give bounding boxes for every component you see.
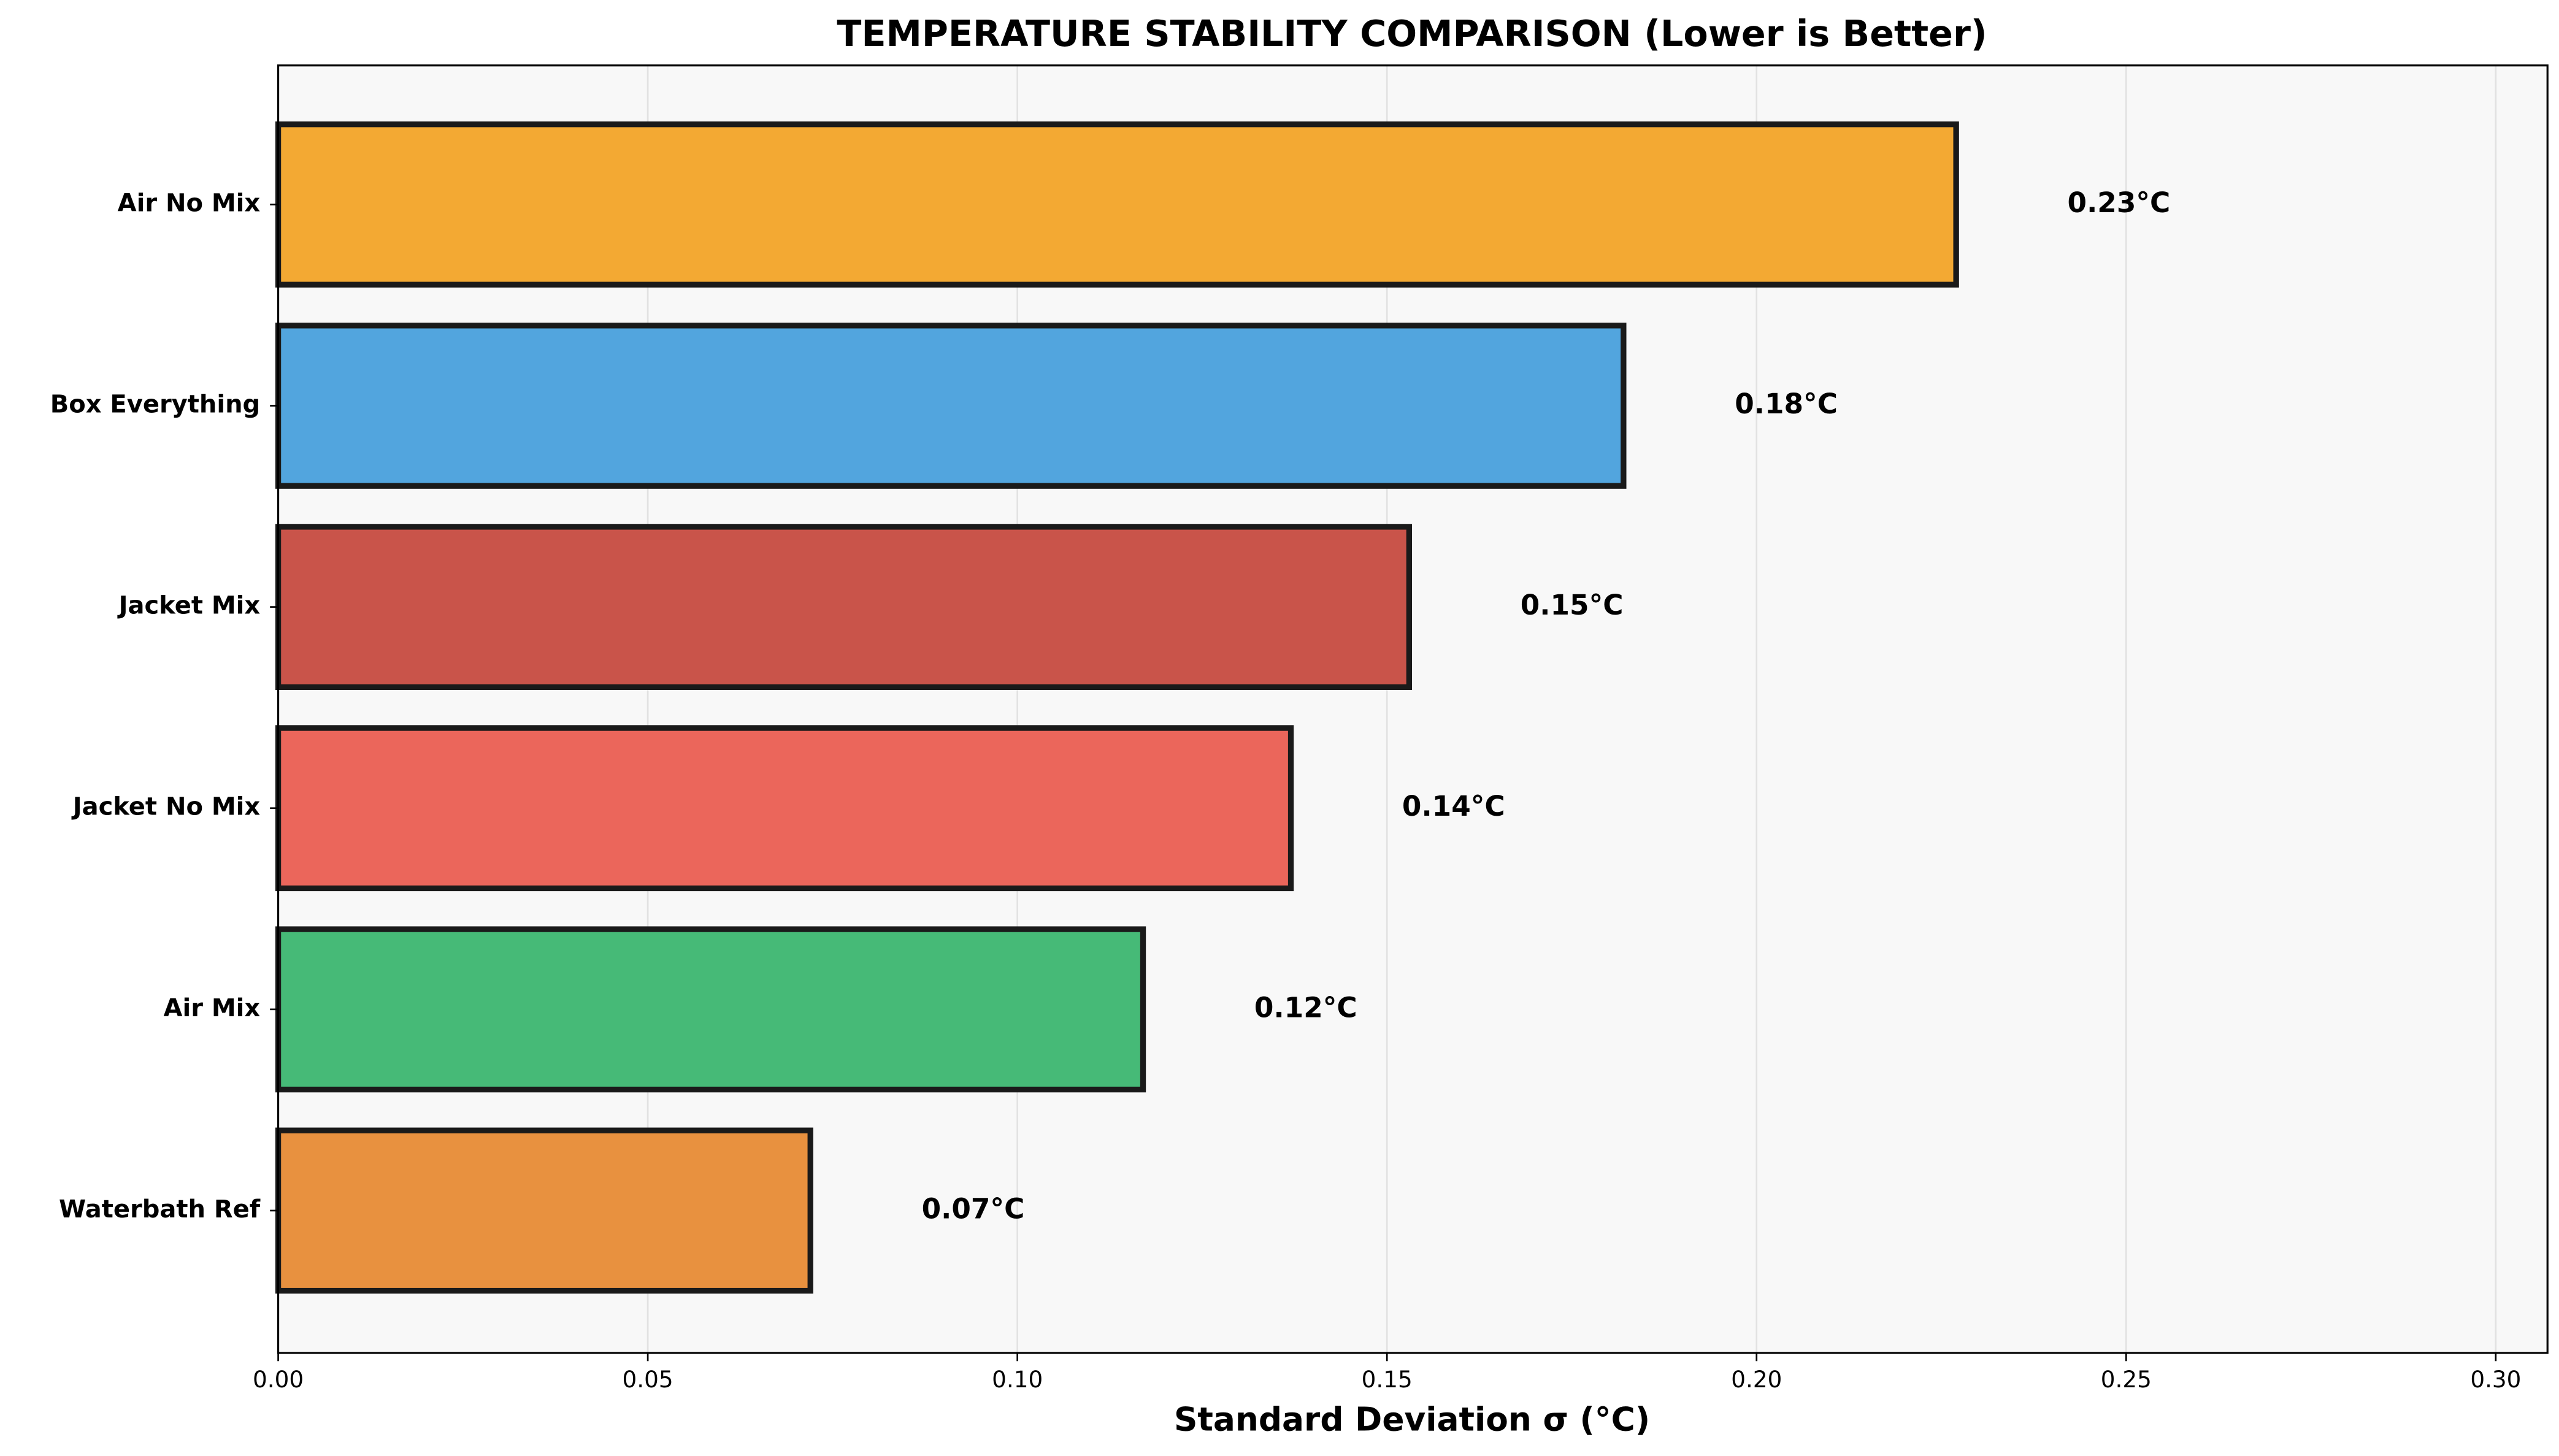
x-tick-label: 0.10 [992,1366,1043,1393]
x-tick-label: 0.00 [253,1366,304,1393]
x-tick-label: 0.30 [2470,1366,2521,1393]
value-label: 0.18°C [1735,388,1838,420]
x-tick-label: 0.25 [2101,1366,2152,1393]
x-tick-label: 0.20 [1731,1366,1782,1393]
value-label: 0.15°C [1521,589,1624,621]
x-tick-label: 0.15 [1362,1366,1413,1393]
value-label: 0.14°C [1402,790,1505,822]
x-tick-label: 0.05 [623,1366,673,1393]
y-tick-label: Waterbath Ref [59,1195,261,1224]
y-tick-label: Box Everything [50,391,260,419]
y-tick-label: Air No Mix [118,189,261,217]
labels: 0.00 0.05 0.10 0.15 0.20 0.25 0.30 Air No Mix 0.… [50,186,2522,1393]
value-label: 0.23°C [2068,186,2171,219]
value-label: 0.12°C [1254,991,1357,1024]
bar [275,121,1959,288]
bars [275,121,1959,1294]
x-axis-label: Standard Deviation σ (°C) [1174,1400,1650,1439]
bar [275,1127,813,1294]
y-tick-label: Air Mix [164,994,261,1022]
chart-title: TEMPERATURE STABILITY COMPARISON (Lower … [837,13,1987,55]
y-tick-label: Jacket No Mix [71,793,261,821]
value-label: 0.07°C [922,1192,1025,1225]
y-tick-label: Jacket Mix [117,592,261,620]
bar [275,524,1413,690]
bar [275,725,1294,892]
bar [275,926,1146,1093]
plot-frame [277,64,2549,1354]
bar [275,323,1627,489]
